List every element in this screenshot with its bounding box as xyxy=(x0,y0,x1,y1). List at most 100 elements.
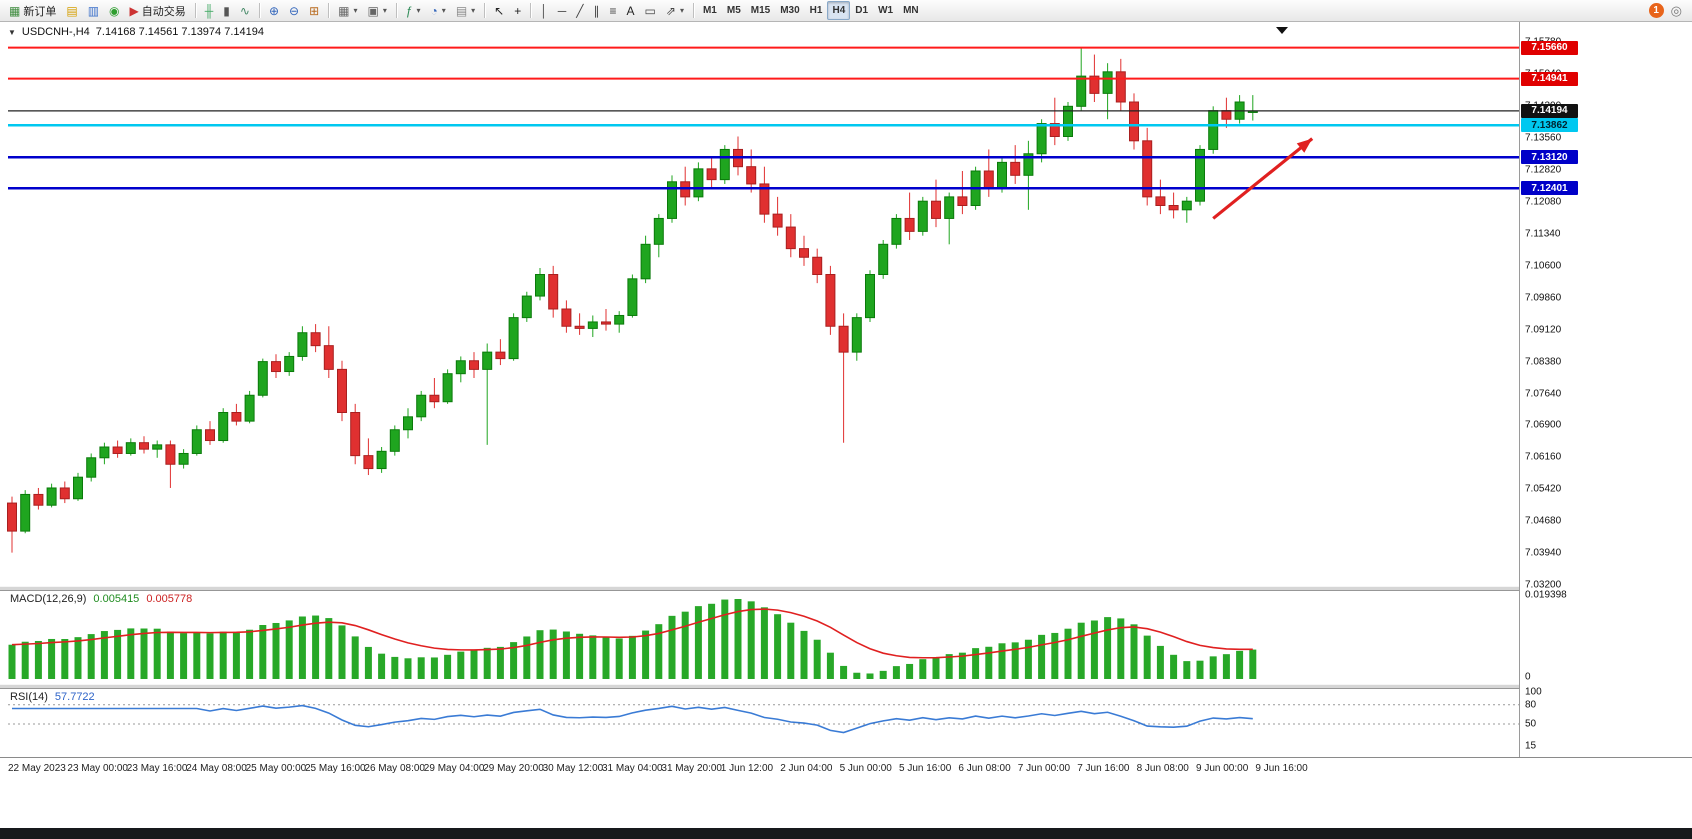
macd-histogram-bar xyxy=(21,641,29,679)
terminal-button[interactable]: ◉ xyxy=(104,1,124,20)
channel-button[interactable]: ∥ xyxy=(589,1,605,20)
candle-body xyxy=(59,487,70,500)
timeframe-h1-button[interactable]: H1 xyxy=(805,1,828,20)
candle-body xyxy=(20,493,31,532)
candle-body xyxy=(139,442,149,450)
timeframe-m1-button[interactable]: M1 xyxy=(698,1,722,20)
navigator-icon: ▥ xyxy=(87,3,100,18)
macd-histogram-bar xyxy=(444,654,452,679)
timeframe-d1-button[interactable]: D1 xyxy=(850,1,873,20)
arrows-button[interactable]: ⇗ ▾ xyxy=(661,1,689,20)
macd-histogram-bar xyxy=(668,615,676,679)
candle-body xyxy=(33,493,44,506)
rsi-scale-label: 80 xyxy=(1525,699,1537,711)
price-axis[interactable]: 0.019398 0 7.157807.150407.143007.135607… xyxy=(1519,22,1692,757)
toolbar-separator xyxy=(395,3,397,18)
trend-arrow[interactable] xyxy=(1212,137,1314,220)
crosshair-icon: + xyxy=(514,3,522,18)
time-axis-label: 9 Jun 00:00 xyxy=(1196,763,1249,774)
time-axis-label: 29 May 04:00 xyxy=(423,763,485,774)
candle-body xyxy=(1010,161,1021,176)
text-button[interactable]: A xyxy=(622,1,640,20)
candle-body xyxy=(1023,153,1034,176)
candle-body xyxy=(257,361,268,396)
timeframe-m5-button-label: M5 xyxy=(726,5,741,16)
navigator-button[interactable]: ▥ xyxy=(83,1,104,20)
symbol-ohlc: 7.14168 7.14561 7.13974 7.14194 xyxy=(95,26,264,38)
candle-body xyxy=(548,274,559,310)
candle-body xyxy=(561,308,572,327)
tile-windows-button[interactable]: ⊞ xyxy=(304,1,324,20)
price-axis-label: 7.11340 xyxy=(1525,228,1561,240)
timeframe-m5-button[interactable]: M5 xyxy=(722,1,746,20)
new-chart-button[interactable]: ▦ ▾ xyxy=(333,1,362,20)
templates-button[interactable]: ▤ ▾ xyxy=(451,1,480,20)
candle-body xyxy=(416,394,427,418)
timeframe-m30-button[interactable]: M30 xyxy=(775,1,804,20)
candle-body xyxy=(891,217,902,245)
bar-chart-button[interactable]: ╫ xyxy=(200,1,219,20)
zoom-in-button[interactable]: ⊕ xyxy=(264,1,284,20)
candlestick-chart-button[interactable]: ▮ xyxy=(218,1,235,20)
candle-body xyxy=(112,446,123,454)
cursor-button[interactable]: ↖ xyxy=(489,1,509,20)
macd-histogram-bar xyxy=(1011,642,1019,679)
candle-body xyxy=(1155,196,1166,206)
autotrading-button[interactable]: ▶ 自动交易 xyxy=(125,1,191,20)
crosshair-button[interactable]: + xyxy=(509,1,526,20)
macd-histogram-bar xyxy=(127,628,135,679)
timeframe-h4-button[interactable]: H4 xyxy=(827,1,851,20)
timeframe-h1-button-label: H1 xyxy=(809,5,823,16)
timeframe-m15-button[interactable]: M15 xyxy=(746,1,775,20)
panel-splitter-macd[interactable] xyxy=(0,586,1692,591)
new-order-button[interactable]: ▦ 新订单 xyxy=(4,1,61,20)
chart-shift-marker[interactable] xyxy=(1276,27,1288,34)
timeframe-mn-button[interactable]: MN xyxy=(898,1,924,20)
price-axis-label: 7.12080 xyxy=(1525,196,1562,208)
periods-button[interactable]: ◔ ▾ xyxy=(426,1,451,20)
macd-histogram-bar xyxy=(840,665,848,679)
vertical-line-button[interactable]: │ xyxy=(535,1,553,20)
candle-body xyxy=(310,332,321,347)
zoom-out-button[interactable]: ⊖ xyxy=(284,1,304,20)
panel-splitter-rsi[interactable] xyxy=(0,684,1692,689)
macd-histogram-bar xyxy=(523,636,531,679)
macd-histogram-bar xyxy=(140,628,148,679)
macd-histogram-bar xyxy=(576,633,584,679)
time-axis-label: 2 Jun 04:00 xyxy=(780,763,833,774)
line-chart-button[interactable]: ∿ xyxy=(235,1,255,20)
fibonacci-button[interactable]: ≡ xyxy=(605,1,622,20)
autotrading-icon: ▶ xyxy=(129,3,139,18)
macd-histogram-bar xyxy=(206,633,214,679)
market-watch-button[interactable]: ▤ xyxy=(61,1,82,20)
settings-icon[interactable]: ◎ xyxy=(1670,3,1682,18)
candle-body xyxy=(719,148,730,181)
time-axis[interactable]: 22 May 2023 23 May 00:00 23 May 16:00 24 Ma… xyxy=(0,758,1692,780)
toolbar: ▦ 新订单 ▤ ▥ ◉ ▶ 自动交易 ╫ ▮ ∿ ⊕ ⊖ ⊞ ▦ ▾ ▣ ▾ ƒ ▾ ◔ ▾ ▤ ▾ ↖ + │ ─ ╱ ∥ ≡ A ▭ ⇗ ▾ M… xyxy=(0,0,1692,22)
macd-histogram-bar xyxy=(800,630,808,679)
chevron-down-icon: ▾ xyxy=(441,6,446,15)
timeframe-w1-button[interactable]: W1 xyxy=(873,1,898,20)
candle-body xyxy=(759,183,770,215)
toolbar-items: ▦ 新订单 ▤ ▥ ◉ ▶ 自动交易 ╫ ▮ ∿ ⊕ ⊖ ⊞ ▦ ▾ ▣ ▾ ƒ ▾ ◔ ▾ ▤ ▾ ↖ + │ ─ ╱ ∥ ≡ A ▭ ⇗ ▾ M… xyxy=(4,0,1649,21)
macd-histogram-bar xyxy=(879,670,887,679)
horizontal-line-button[interactable]: ─ xyxy=(553,1,572,20)
symbol-dropdown-icon[interactable]: ▼ xyxy=(8,27,16,37)
toolbar-separator xyxy=(530,3,532,18)
candle-body xyxy=(1076,75,1087,107)
profiles-button[interactable]: ▣ ▾ xyxy=(362,1,391,20)
macd-histogram-bar xyxy=(272,622,280,679)
indicators-button[interactable]: ƒ ▾ xyxy=(401,1,426,20)
timeframe-m30-button-label: M30 xyxy=(780,5,800,16)
macd-histogram-bar xyxy=(774,614,782,679)
macd-histogram-bar xyxy=(906,663,914,679)
candle-body xyxy=(46,487,57,506)
chart-region[interactable]: ▼ USDCNH-,H4 7.14168 7.14561 7.13974 7.1… xyxy=(0,22,1692,839)
chart-canvas[interactable] xyxy=(0,22,1692,839)
candle-body xyxy=(442,373,453,403)
time-axis-label: 24 May 08:00 xyxy=(186,763,247,774)
macd-histogram-bar xyxy=(615,638,623,679)
notifications-badge[interactable]: 1 xyxy=(1648,3,1664,18)
text-label-button[interactable]: ▭ xyxy=(640,1,661,20)
trendline-button[interactable]: ╱ xyxy=(571,1,588,20)
